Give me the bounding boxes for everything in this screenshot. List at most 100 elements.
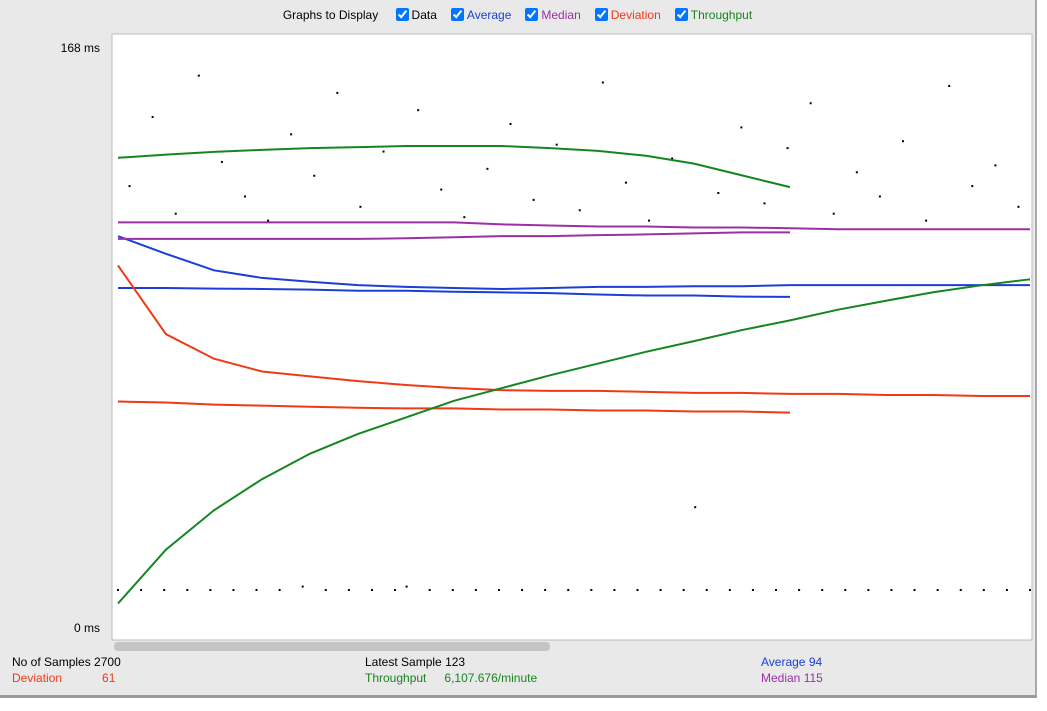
data-point — [140, 589, 143, 592]
graph-line — [117, 264, 1030, 397]
data-point — [1029, 589, 1031, 592]
data-point — [278, 589, 281, 592]
data-point — [497, 589, 500, 592]
data-point — [867, 589, 870, 592]
data-point — [763, 202, 766, 205]
window: Graphs to Display Data Average Median Devia… — [0, 0, 1037, 698]
data-point — [197, 74, 200, 77]
data-point — [521, 589, 524, 592]
data-point — [994, 164, 997, 167]
data-point — [324, 589, 327, 592]
data-point — [220, 160, 223, 163]
checkbox[interactable] — [395, 8, 409, 21]
data-point — [209, 589, 212, 592]
graph-option[interactable]: Throughput — [674, 8, 753, 22]
data-point — [290, 133, 293, 136]
data-point — [601, 81, 604, 84]
data-point — [440, 188, 443, 191]
data-point — [982, 589, 985, 592]
data-point — [267, 219, 270, 222]
data-point — [417, 109, 420, 112]
graph-line — [117, 278, 1031, 605]
data-point — [555, 143, 558, 146]
deviation: Deviation 61 — [12, 671, 115, 685]
data-point — [636, 589, 639, 592]
checkbox[interactable] — [594, 8, 608, 21]
data-point — [394, 589, 397, 592]
data-point — [117, 589, 119, 592]
option-label: Throughput — [690, 8, 753, 22]
selector-title: Graphs to Display — [282, 8, 379, 22]
checkbox[interactable] — [525, 8, 539, 21]
data-point — [463, 216, 466, 219]
option-label: Average — [466, 8, 512, 22]
data-point — [336, 91, 339, 94]
data-point — [509, 122, 512, 125]
data-point — [775, 589, 778, 592]
graph-option[interactable]: Median — [525, 8, 581, 22]
data-point — [451, 589, 454, 592]
data-point — [959, 589, 962, 592]
data-point — [590, 589, 593, 592]
value: 2700 — [94, 655, 121, 669]
label: Deviation — [12, 671, 63, 685]
option-label: Deviation — [610, 8, 661, 22]
data-point — [163, 589, 166, 592]
data-point — [786, 147, 789, 150]
data-point — [798, 589, 801, 592]
data-point — [186, 589, 189, 592]
data-point — [913, 589, 916, 592]
data-point — [347, 589, 350, 592]
graph-line — [117, 400, 791, 414]
label: No of Samples — [12, 655, 91, 669]
data-point — [809, 102, 812, 105]
graph-option[interactable]: Average — [450, 8, 512, 22]
option-label: Data — [411, 8, 437, 22]
data-point — [902, 140, 905, 143]
graph-line — [118, 221, 1030, 231]
data-point — [682, 589, 685, 592]
graph: 168 ms 0 ms — [61, 33, 1033, 651]
checkbox[interactable] — [450, 8, 464, 21]
samples: No of Samples 2700 — [12, 655, 121, 669]
data-point — [1017, 205, 1020, 208]
data-point — [844, 589, 847, 592]
data-point — [832, 212, 835, 215]
graph-option[interactable]: Data — [395, 8, 437, 22]
data-point — [694, 506, 697, 509]
data-point — [313, 174, 316, 177]
data-point — [486, 167, 489, 170]
data-point — [740, 126, 743, 129]
scrollbar[interactable] — [114, 642, 550, 651]
data-point — [624, 181, 627, 184]
data-point — [728, 589, 731, 592]
data-point — [705, 589, 708, 592]
data-point — [382, 150, 385, 153]
data-point — [174, 212, 177, 215]
data-point — [671, 157, 674, 160]
data-point — [232, 589, 235, 592]
data-point — [301, 585, 304, 588]
graph-line — [118, 286, 791, 298]
graph-option[interactable]: Deviation — [594, 8, 661, 22]
data-point — [971, 185, 974, 188]
data-point — [474, 589, 477, 592]
checkbox[interactable] — [674, 8, 688, 21]
data-point — [613, 589, 616, 592]
y-tick-label: 0 ms — [74, 621, 100, 635]
label: Throughput — [365, 671, 427, 685]
data-point — [428, 589, 431, 592]
data-point — [567, 589, 570, 592]
graph-line — [117, 235, 1030, 290]
y-tick-label: 168 ms — [61, 41, 100, 55]
median: Median 115 — [761, 671, 823, 685]
graph-line — [118, 231, 790, 240]
data-point — [717, 192, 720, 194]
data-point — [532, 198, 535, 201]
data-point — [359, 205, 362, 208]
data-point — [243, 195, 246, 198]
data-point — [821, 589, 824, 592]
graph-line — [117, 145, 791, 189]
value: 6,107.676/minute — [444, 671, 538, 685]
data-point — [855, 171, 858, 174]
